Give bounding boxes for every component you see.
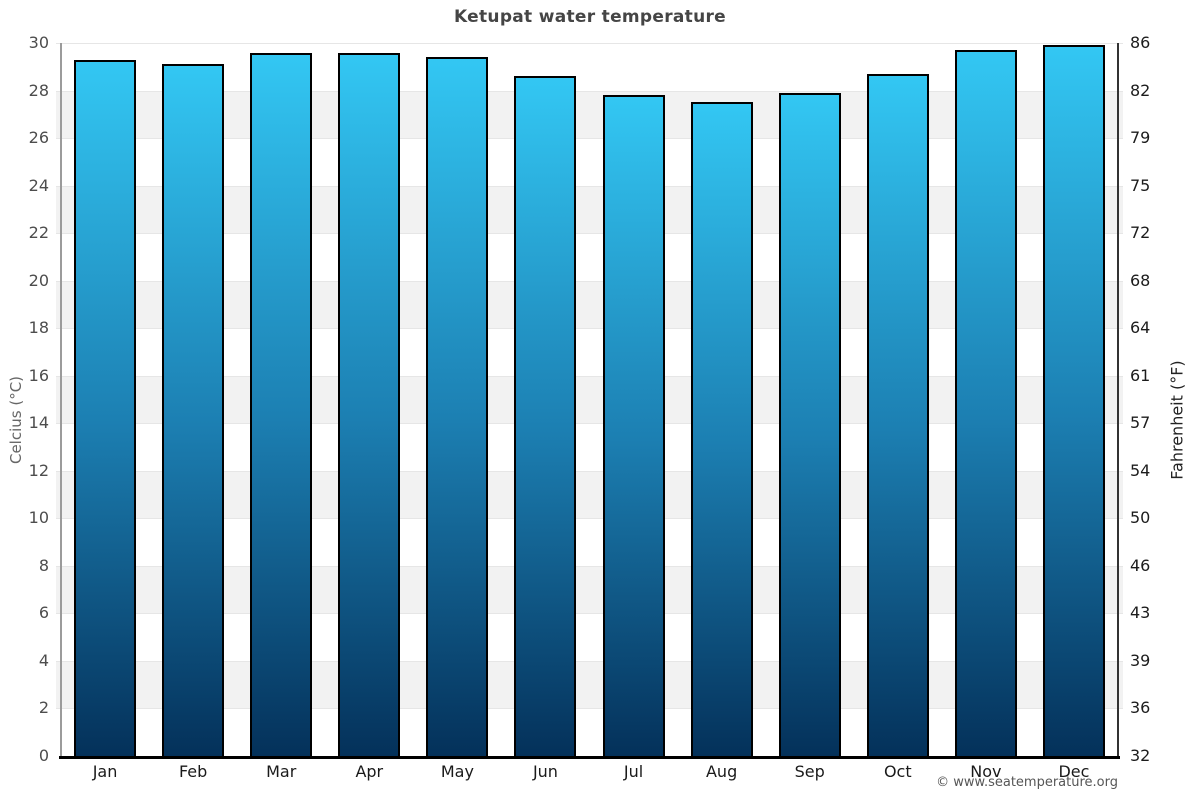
tick-label-celsius: 26 [28,128,49,148]
tick-label-celsius: 22 [28,223,49,243]
bar-nov [954,50,1017,756]
tick-label-fahrenheit: 68 [1130,270,1151,290]
tick-label-fahrenheit: 86 [1130,33,1151,52]
tick-label-celsius: 28 [28,80,49,100]
grid-band [56,423,1123,471]
tick-label-fahrenheit: 43 [1130,603,1151,623]
month-label-jan: Jan [92,762,118,781]
tick-label-fahrenheit: 79 [1130,128,1151,148]
month-label-sep: Sep [794,762,825,781]
bar-feb [162,64,225,756]
tick-label-celsius: 2 [38,698,49,718]
grid-band [56,185,1123,234]
grid-band [56,470,1123,519]
tick-label-fahrenheit: 72 [1130,223,1151,243]
grid-band [56,328,1123,376]
tick-label-fahrenheit: 36 [1130,698,1151,718]
grid-band [56,375,1123,424]
tick-label-fahrenheit: 64 [1130,318,1151,338]
bar-may [426,57,489,756]
tick-label-celsius: 16 [28,365,49,385]
grid-band [56,565,1123,614]
grid-band [56,708,1123,756]
month-label-mar: Mar [266,762,297,781]
grid-band [56,138,1123,186]
bar-mar [250,52,313,756]
y-axis-line-fahrenheit [1117,43,1119,756]
month-label-apr: Apr [355,762,384,781]
axis-title-fahrenheit: Fahrenheit (°F) [1167,360,1187,480]
chart-title: Ketupat water temperature [453,7,727,27]
bar-oct [866,73,929,756]
month-label-aug: Aug [705,762,738,781]
month-label-jun: Jun [532,762,558,781]
grid-bands [56,43,1123,756]
month-label-may: May [440,762,474,781]
tick-label-celsius: 20 [28,270,49,290]
tick-label-celsius: 6 [38,603,49,623]
bar-dec [1042,45,1105,756]
tick-label-fahrenheit: 57 [1130,413,1151,433]
grid-band [56,43,1123,91]
tick-label-fahrenheit: 50 [1130,508,1151,528]
tick-label-fahrenheit: 82 [1130,80,1151,100]
y-axis-line-celsius [60,43,62,756]
tick-label-fahrenheit: 75 [1130,175,1151,195]
bars-layer [61,43,1118,756]
tick-label-fahrenheit: 61 [1130,365,1151,385]
month-label-feb: Feb [178,762,208,781]
copyright-credit: © www.seatemperature.org [936,775,1118,790]
month-label-jul: Jul [623,762,644,781]
tick-label-celsius: 8 [38,555,49,575]
grid-band [56,90,1123,139]
tick-label-celsius: 24 [28,175,49,195]
month-label-nov: Nov [970,762,1002,781]
bar-aug [690,102,753,756]
month-label-dec: Dec [1058,762,1090,781]
tick-label-celsius: 14 [28,413,49,433]
bar-apr [338,52,401,756]
tick-label-celsius: 10 [28,508,49,528]
tick-label-fahrenheit: 46 [1130,555,1151,575]
axis-title-celsius: Celcius (°C) [7,375,25,465]
grid-band [56,233,1123,281]
tick-label-fahrenheit: 32 [1130,746,1151,765]
bar-jul [602,95,665,756]
tick-label-fahrenheit: 54 [1130,460,1151,480]
tick-label-celsius: 0 [38,746,49,765]
tick-label-celsius: 12 [28,460,49,480]
x-axis-line [59,756,1120,759]
grid-band [56,660,1123,709]
plot-area [56,43,1123,759]
tick-label-fahrenheit: 39 [1130,650,1151,670]
tick-label-celsius: 18 [28,318,49,338]
grid-band [56,518,1123,566]
bar-sep [778,92,841,756]
grid-band [56,280,1123,329]
grid-band [56,613,1123,661]
bar-jun [514,76,577,756]
month-label-oct: Oct [883,762,912,781]
bar-jan [74,59,137,756]
tick-label-celsius: 4 [38,650,49,670]
tick-label-celsius: 30 [28,33,49,52]
